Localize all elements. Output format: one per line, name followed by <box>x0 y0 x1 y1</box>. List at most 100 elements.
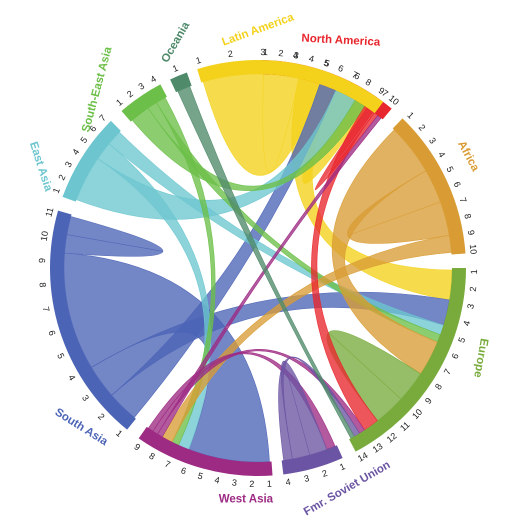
tick-label-south_asia-9: 9 <box>37 258 47 263</box>
tick-label-west_asia-4: 4 <box>214 475 221 486</box>
tick-label-south_asia-3: 3 <box>80 393 91 403</box>
region-ticks: 1 2 3 4 5 67891012345678910123456789101112131… <box>37 47 479 489</box>
region-label-southeast_asia: South-East Asia <box>80 45 114 133</box>
tick-label-east_asia-6: 6 <box>87 124 98 134</box>
tick-label-oceania-1: 1 <box>171 63 179 74</box>
tick-label-south_asia-8: 8 <box>38 282 48 288</box>
region-label-europe: Europe <box>471 337 490 378</box>
tick-label-europe-9: 9 <box>423 396 434 406</box>
tick-label-southeast_asia-1: 1 <box>114 97 124 108</box>
tick-label-europe-14: 14 <box>356 450 370 464</box>
tick-label-north_america-8: 8 <box>364 77 373 88</box>
tick-label-east_asia-2: 2 <box>56 173 67 182</box>
region-arc-south_asia <box>50 210 136 430</box>
tick-label-north_america-6: 6 <box>337 63 345 74</box>
tick-label-europe-8: 8 <box>433 382 444 392</box>
tick-label-east_asia-4: 4 <box>70 147 81 157</box>
region-arc-west_asia <box>138 426 273 476</box>
tick-label-southeast_asia-3: 3 <box>137 81 147 92</box>
tick-label-africa-9: 9 <box>466 229 477 236</box>
tick-label-fsu-3: 3 <box>303 473 310 484</box>
tick-label-europe-3: 3 <box>465 303 476 310</box>
region-arc-fsu <box>281 445 343 475</box>
region-arc-southeast_asia <box>121 84 167 122</box>
tick-label-latin_america-7: 7 <box>380 88 390 99</box>
tick-label-europe-1: 1 <box>469 269 479 274</box>
region-arc-east_asia <box>62 120 121 202</box>
tick-label-north_america-9: 9 <box>377 85 387 96</box>
tick-label-fsu-4: 4 <box>285 477 291 488</box>
tick-label-africa-2: 2 <box>417 122 428 132</box>
region-arc-latin_america <box>197 60 384 114</box>
tick-label-west_asia-6: 6 <box>180 465 188 476</box>
tick-label-africa-4: 4 <box>436 150 447 160</box>
flow-ribbon-east_asia-to-west_asia <box>97 143 211 450</box>
flow-ribbon-europe-to-europe <box>326 330 421 422</box>
region-label-north_america: North America <box>301 33 381 49</box>
tick-label-west_asia-2: 2 <box>249 479 254 489</box>
tick-label-latin_america-1: 1 <box>195 55 203 66</box>
region-label-east_asia: East Asia <box>27 140 54 193</box>
tick-label-east_asia-1: 1 <box>51 186 62 194</box>
tick-label-europe-2: 2 <box>468 286 478 292</box>
region-arc-africa <box>392 118 466 255</box>
tick-label-north_america-1: 1 <box>263 47 268 57</box>
tick-label-latin_america-2: 2 <box>227 49 233 60</box>
tick-label-south_asia-10: 10 <box>39 230 50 241</box>
tick-label-west_asia-1: 1 <box>267 479 273 489</box>
region-arc-oceania <box>170 72 192 93</box>
tick-label-south_asia-11: 11 <box>43 206 55 218</box>
tick-label-north_america-7: 7 <box>350 69 359 80</box>
tick-label-africa-1: 1 <box>405 110 416 121</box>
tick-label-africa-5: 5 <box>445 165 456 174</box>
region-arc-europe <box>349 268 466 452</box>
tick-label-africa-6: 6 <box>452 180 463 188</box>
tick-label-north_america-5: 5 <box>322 58 330 69</box>
flow-ribbon-fsu-to-fsu <box>280 360 328 460</box>
tick-label-north_america-3: 3 <box>293 50 300 61</box>
tick-label-fsu-1: 1 <box>338 461 347 472</box>
tick-label-latin_america-6: 6 <box>353 71 362 82</box>
tick-label-fsu-2: 2 <box>321 468 329 479</box>
tick-label-north_america-4: 4 <box>308 53 315 64</box>
tick-label-africa-3: 3 <box>427 136 438 146</box>
tick-label-south_asia-2: 2 <box>96 411 107 422</box>
tick-label-west_asia-9: 9 <box>132 442 142 453</box>
tick-label-africa-7: 7 <box>457 196 468 204</box>
tick-label-south_asia-7: 7 <box>41 306 52 313</box>
tick-label-europe-13: 13 <box>371 441 385 455</box>
tick-label-europe-11: 11 <box>398 420 412 434</box>
tick-label-europe-4: 4 <box>461 320 472 327</box>
tick-label-east_asia-3: 3 <box>63 160 74 169</box>
tick-label-africa-8: 8 <box>462 213 473 220</box>
tick-label-europe-6: 6 <box>450 352 461 361</box>
region-label-africa: Africa <box>455 139 481 174</box>
region-label-west_asia: West Asia <box>219 494 274 506</box>
tick-label-east_asia-5: 5 <box>78 135 89 145</box>
flow-ribbon-south_asia-to-west_asia <box>63 252 270 463</box>
tick-label-europe-7: 7 <box>442 367 453 376</box>
tick-label-north_america-10: 10 <box>387 93 401 107</box>
region-arcs <box>50 60 466 476</box>
tick-label-europe-12: 12 <box>385 431 399 445</box>
tick-label-west_asia-3: 3 <box>231 477 237 487</box>
tick-label-europe-10: 10 <box>410 407 424 421</box>
tick-label-southeast_asia-4: 4 <box>149 74 158 85</box>
flow-ribbon-africa-to-west_asia <box>161 234 452 443</box>
region-label-latin_america: Latin America <box>220 11 296 48</box>
tick-label-north_america-2: 2 <box>278 48 284 58</box>
region-label-oceania: Oceania <box>160 20 193 65</box>
tick-label-southeast_asia-2: 2 <box>125 88 135 99</box>
tick-label-west_asia-7: 7 <box>163 459 172 470</box>
tick-label-latin_america-5: 5 <box>323 58 331 69</box>
tick-label-south_asia-6: 6 <box>46 329 57 337</box>
region-label-fsu: Fmr. Soviet Union <box>302 459 393 518</box>
flow-ribbon-southeast_asia-to-west_asia <box>156 97 216 446</box>
tick-label-west_asia-8: 8 <box>147 451 156 462</box>
flow-ribbon-latin_america-to-north_america <box>202 73 321 176</box>
tick-label-east_asia-7: 7 <box>97 113 108 124</box>
tick-label-south_asia-5: 5 <box>55 352 66 361</box>
tick-label-latin_america-3: 3 <box>260 47 265 57</box>
flow-ribbon-south_asia-to-south_asia <box>64 216 164 257</box>
